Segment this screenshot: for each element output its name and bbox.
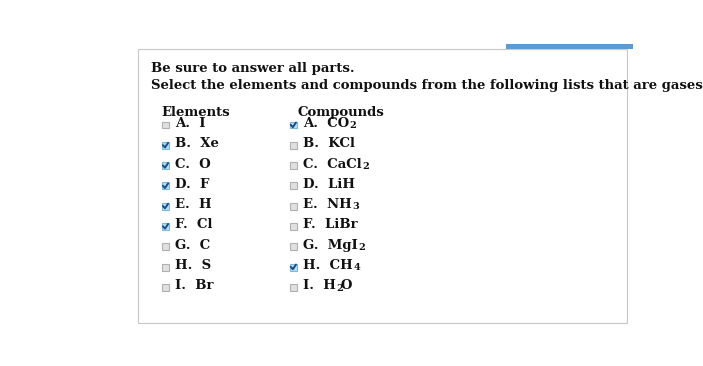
Text: I.  Br: I. Br — [176, 279, 214, 292]
Text: H.  S: H. S — [176, 259, 212, 272]
Bar — [290, 284, 297, 291]
Text: 2: 2 — [358, 243, 365, 252]
Text: A.  I: A. I — [176, 117, 206, 130]
Bar — [290, 243, 297, 250]
Bar — [162, 243, 169, 250]
Text: C.  O: C. O — [176, 157, 211, 171]
Text: B.  Xe: B. Xe — [176, 137, 219, 150]
Text: 2: 2 — [349, 121, 356, 130]
Text: C.  CaCl: C. CaCl — [303, 157, 362, 171]
Bar — [290, 162, 297, 169]
Text: E.  NH: E. NH — [303, 198, 352, 211]
Bar — [162, 122, 169, 128]
Bar — [162, 284, 169, 291]
Text: G.  C: G. C — [176, 239, 211, 252]
Text: 2: 2 — [362, 162, 369, 171]
Text: 2: 2 — [336, 284, 343, 292]
Bar — [290, 203, 297, 210]
Text: Compounds: Compounds — [297, 106, 384, 119]
Bar — [162, 203, 169, 210]
Text: 4: 4 — [353, 263, 360, 272]
Bar — [290, 264, 297, 270]
Bar — [162, 264, 169, 270]
Bar — [290, 122, 297, 128]
Text: B.  KCl: B. KCl — [303, 137, 355, 150]
Text: 3: 3 — [352, 202, 359, 212]
Bar — [506, 44, 633, 49]
Bar — [162, 182, 169, 189]
Bar — [162, 223, 169, 230]
Text: G.  MgI: G. MgI — [303, 239, 358, 252]
Text: D.  F: D. F — [176, 178, 209, 191]
Text: E.  H: E. H — [176, 198, 212, 211]
Bar — [162, 162, 169, 169]
Bar — [138, 49, 626, 323]
Text: H.  CH: H. CH — [303, 259, 353, 272]
Text: Elements: Elements — [162, 106, 230, 119]
Text: I.  H: I. H — [303, 279, 336, 292]
Bar — [290, 223, 297, 230]
Bar — [290, 182, 297, 189]
Bar — [290, 142, 297, 149]
Text: F.  LiBr: F. LiBr — [303, 219, 358, 231]
Text: A.  CO: A. CO — [303, 117, 349, 130]
Text: O: O — [340, 279, 352, 292]
Text: Select the elements and compounds from the following lists that are gases at roo: Select the elements and compounds from t… — [151, 79, 703, 92]
Text: F.  Cl: F. Cl — [176, 219, 213, 231]
Text: Be sure to answer all parts.: Be sure to answer all parts. — [151, 62, 355, 75]
Bar — [162, 142, 169, 149]
Text: D.  LiH: D. LiH — [303, 178, 355, 191]
